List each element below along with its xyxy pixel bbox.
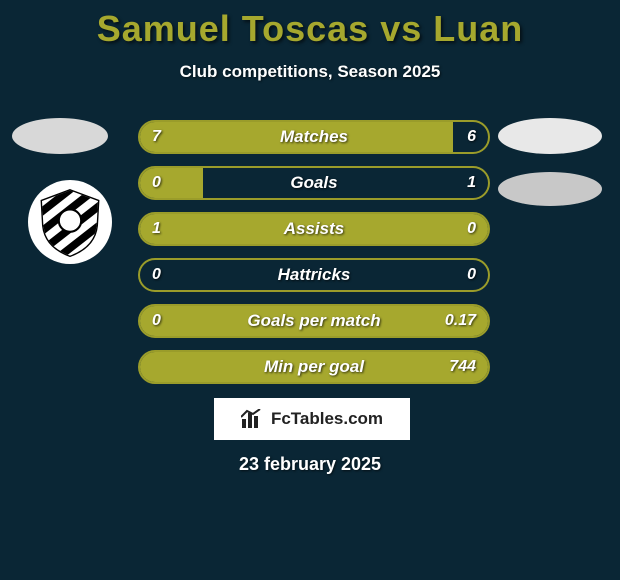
subtitle: Club competitions, Season 2025 xyxy=(0,62,620,82)
stats-bars: Matches76Goals01Assists10Hattricks00Goal… xyxy=(138,120,490,396)
stat-value-left: 0 xyxy=(152,306,161,336)
stat-row: Min per goal744 xyxy=(138,350,490,384)
stat-row: Goals0 1 xyxy=(138,166,490,200)
stat-value-right: 0 xyxy=(467,214,476,244)
stat-value-right: 1 xyxy=(467,168,476,198)
stat-label: Assists xyxy=(140,214,488,244)
stat-value-left: 0 xyxy=(152,168,161,198)
stat-label: Goals per match xyxy=(140,306,488,336)
footer-date: 23 february 2025 xyxy=(0,454,620,475)
stat-value-right: 744 xyxy=(449,352,476,382)
stat-value-right: 0.17 xyxy=(445,306,476,336)
page-title: Samuel Toscas vs Luan xyxy=(0,0,620,50)
team-right-logo-placeholder-2 xyxy=(498,172,602,206)
stat-label: Min per goal xyxy=(140,352,488,382)
stat-label: Goals xyxy=(140,168,488,198)
stat-value-right: 0 xyxy=(467,260,476,290)
chart-icon xyxy=(241,409,265,429)
stat-value-left: 1 xyxy=(152,214,161,244)
stat-value-right: 6 xyxy=(467,122,476,152)
stat-row: Matches7 6 xyxy=(138,120,490,154)
team-left-logo xyxy=(28,180,112,264)
stat-row: Hattricks0 0 xyxy=(138,258,490,292)
team-left-logo-placeholder-1 xyxy=(12,118,108,154)
stat-value-left: 0 xyxy=(152,260,161,290)
shield-stripes-icon xyxy=(35,187,105,257)
stat-value-left: 7 xyxy=(152,122,161,152)
brand-badge: FcTables.com xyxy=(214,398,410,440)
stat-row: Assists1 0 xyxy=(138,212,490,246)
team-right-logo-placeholder-1 xyxy=(498,118,602,154)
stat-row: Goals per match0 0.17 xyxy=(138,304,490,338)
stat-label: Hattricks xyxy=(140,260,488,290)
brand-text: FcTables.com xyxy=(271,409,383,429)
stat-label: Matches xyxy=(140,122,488,152)
